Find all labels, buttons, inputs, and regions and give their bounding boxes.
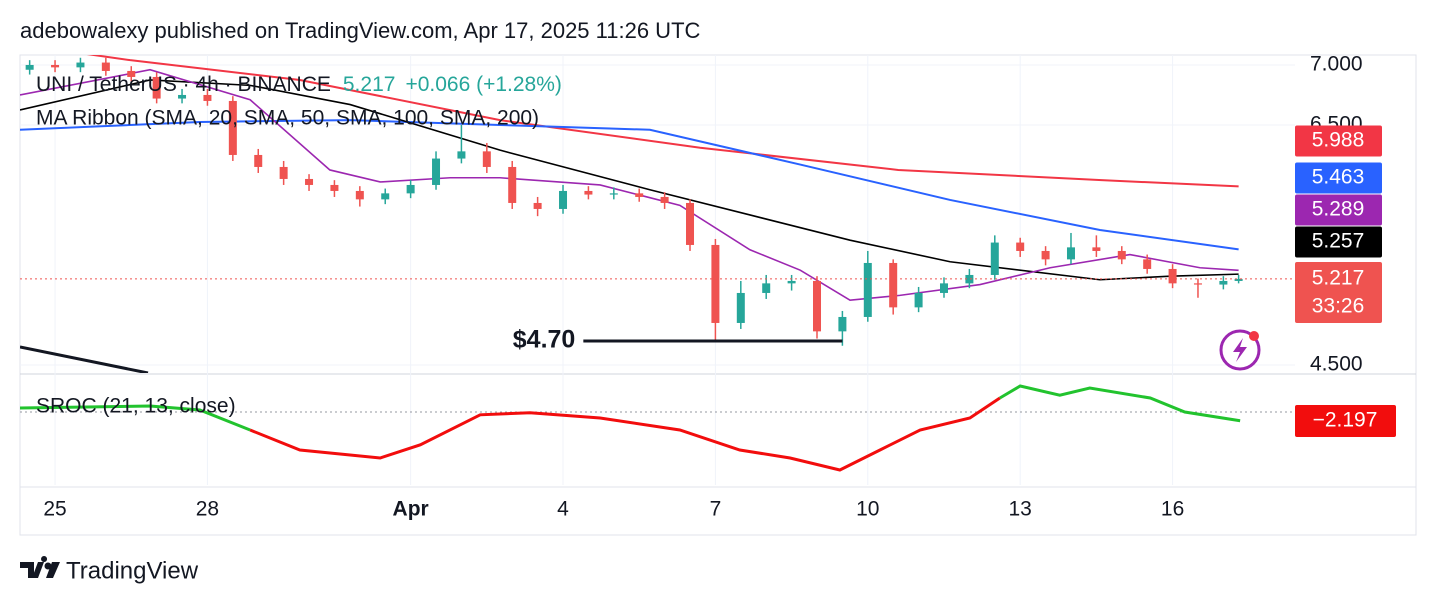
candle-body [939,283,948,293]
header: adebowalexy published on TradingView.com… [20,18,701,43]
price-badge-bg [1295,262,1382,323]
candle-body [432,158,441,185]
price-badge: 5.217 [1312,267,1365,290]
candle-body [559,190,568,209]
sroc-line [249,396,1001,472]
candle-body [51,64,60,68]
ma-badge: 5.463 [1312,166,1365,189]
overlay: 25 28 Apr 4 7 10 13 164.5006.5007.000$4.705.988… [43,53,1396,521]
sroc-title: SROC (21, 13, close) [36,395,236,418]
ma-badge-bg [1295,226,1382,258]
candle-body [406,184,415,194]
candle-body [1016,242,1025,251]
x-tick-label: 10 [856,498,879,521]
logo [20,556,60,578]
sroc-line [20,404,251,432]
indicator-title: MA Ribbon (SMA, 20, SMA, 50, SMA, 100, S… [36,107,539,130]
trend-drawing [20,345,149,373]
candle-body [279,166,288,179]
candle-body [762,283,771,293]
candle-body [76,62,85,68]
candle-body [178,94,187,99]
candle-body [1143,259,1152,269]
candle-body [203,94,212,101]
candle-body [609,193,618,195]
candle-body [838,316,847,332]
candle-body [1117,250,1126,260]
ma-badge-bg [1295,162,1382,194]
x-tick-label: Apr [393,498,429,521]
candle-body [330,184,339,191]
candle-body [482,151,491,167]
x-tick-label: 4 [557,498,569,521]
x-tick-label: 16 [1161,498,1184,521]
sroc-badge-bg [1295,405,1396,437]
price-pane [20,55,1295,373]
y-tick-label: 7.000 [1310,53,1363,76]
candle-body [1066,247,1075,260]
candle-body [1092,247,1101,251]
ma-line [20,119,1239,251]
footer: TradingView [66,557,199,584]
candle-body [381,193,390,200]
ma-line [86,55,1239,188]
candle-body [1219,280,1228,285]
candle-body [686,202,695,245]
candle-body [228,100,237,155]
x-tick-label: 13 [1009,498,1032,521]
candle-body [152,76,161,99]
candle-body [736,292,745,323]
candle-body [990,242,999,275]
candle-body [355,190,364,200]
support-label: $4.70 [513,326,576,354]
candle-body [457,151,466,159]
candle-body [889,262,898,308]
x-tick-label: 25 [43,498,66,521]
candle-body [787,280,796,284]
candle-body [584,190,593,195]
candle-body [25,64,34,70]
candle-body [254,154,263,167]
ma-line [20,68,1239,301]
candle-body [635,193,644,197]
candle-body [813,280,822,332]
candle-body [101,62,110,71]
candle-body [863,262,872,317]
ma-badge: 5.289 [1312,198,1365,221]
sroc-badge: −2.197 [1313,409,1378,432]
ma-badge: 5.988 [1312,129,1365,152]
sroc-line [999,384,1241,423]
price: 5.217 [343,73,396,96]
alert-icon[interactable] [1219,329,1261,371]
symbol-name: UNI / TetherUS · 4h · BINANCE [36,73,331,96]
candle-body [965,274,974,284]
candle-body [1041,250,1050,260]
candle-body [533,202,542,209]
change: +0.066 (+1.28%) [405,73,561,96]
candle-body [127,70,136,77]
x-tick-label: 28 [196,498,219,521]
candle-body [1193,283,1202,285]
candle-body [711,244,720,323]
y-tick-label: 4.500 [1310,353,1363,376]
candle-body [508,166,517,203]
ma-badge-bg [1295,125,1382,157]
ma-badge: 5.257 [1312,230,1365,253]
symbol: UNI / TetherUS · 4h · BINANCE 5.217 +0.066… [36,73,562,96]
candle-body [914,292,923,308]
ma-badge-bg [1295,194,1382,226]
countdown: 33:26 [1312,295,1365,318]
candle-body [660,196,669,203]
candle-body [305,178,314,185]
candle-body [1234,278,1243,281]
indicator-pane [20,384,1295,472]
candle-body [1168,268,1177,284]
x-tick-label: 7 [710,498,722,521]
